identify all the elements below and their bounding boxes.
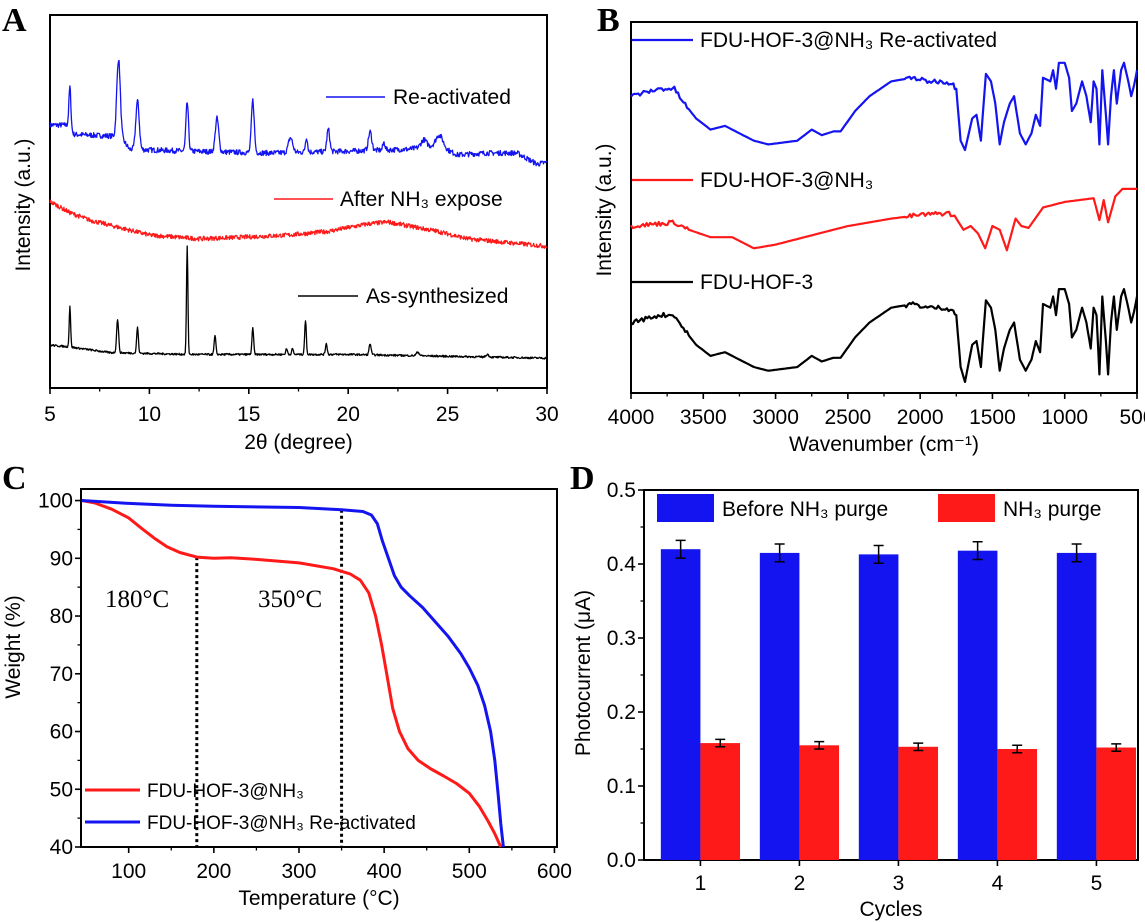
x-tick-label: 4: [992, 872, 1004, 895]
y-tick-label: 60: [50, 721, 73, 744]
x-tick-label: 100: [111, 860, 146, 883]
bar-before-purge-cycle-4: [957, 550, 998, 860]
x-tick-label: 20: [337, 403, 360, 426]
x-axis-title: Cycles: [859, 898, 922, 921]
series-line-1: [49, 59, 548, 167]
x-tick-label: 1: [695, 872, 707, 895]
bar-before-purge-cycle-2: [759, 552, 800, 860]
error-bar: [675, 539, 686, 559]
bar-before-purge-cycle-3: [858, 554, 899, 860]
legend-nh3-purge-swatch: [938, 494, 995, 522]
x-tick-label: 1000: [1041, 406, 1088, 429]
series-line-2: [49, 199, 548, 249]
x-tick-label: 5: [44, 403, 56, 426]
error-bar: [972, 541, 983, 561]
series-line-2: [630, 187, 1137, 252]
y-axis-title: Intensity (a.u.): [593, 143, 616, 276]
bar-nh3-purge-cycle-4: [997, 749, 1038, 860]
legend-after-nh3-label: After NH₃ expose: [340, 188, 503, 211]
plot-frame-b: [630, 21, 1138, 394]
x-axis-title: Temperature (°C): [238, 887, 399, 910]
legend-nh3-purge-label: NH₃ purge: [1003, 498, 1101, 521]
x-tick-label: 600: [537, 860, 572, 883]
x-tick-label: 1500: [969, 406, 1016, 429]
x-tick-label: 3500: [680, 406, 727, 429]
x-tick-label: 400: [367, 860, 402, 883]
y-tick-label: 90: [50, 547, 73, 570]
x-tick-label: 2000: [897, 406, 944, 429]
series-line-1: [81, 499, 503, 848]
x-tick-label: 500: [452, 860, 487, 883]
error-bar: [774, 543, 785, 563]
x-axis-title: 2θ (degree): [244, 431, 353, 454]
y-tick-label: 0.4: [607, 553, 637, 576]
x-tick-label: 3000: [752, 406, 799, 429]
x-tick-label: 10: [138, 403, 161, 426]
x-tick-label: 30: [535, 403, 558, 426]
error-bar: [913, 742, 924, 752]
y-tick-label: 0.3: [607, 627, 636, 650]
bar-nh3-purge-cycle-2: [799, 745, 840, 860]
legend-fdu-hof-3-nh3-label: FDU-HOF-3@NH₃: [147, 781, 304, 802]
x-tick-label: 5: [1091, 872, 1103, 895]
y-tick-label: 40: [50, 836, 73, 859]
x-axis-title: Wavenumber (cm⁻¹): [789, 433, 979, 456]
legend-re-activated-label: Re-activated: [393, 86, 511, 109]
x-tick-label: 2: [794, 872, 806, 895]
legend-before-purge-swatch: [657, 494, 714, 522]
error-bar: [715, 738, 726, 748]
annotation-350c: 350°C: [258, 586, 322, 613]
error-bar: [873, 544, 884, 565]
x-tick-label: 4000: [608, 406, 655, 429]
y-tick-label: 70: [50, 663, 73, 686]
legend-re-activated-label: FDU-HOF-3@NH₃ Re-activated: [700, 29, 997, 52]
bar-nh3-purge-cycle-3: [898, 746, 939, 860]
y-axis-title: Intensity (a.u.): [12, 138, 35, 271]
bar-before-purge-cycle-1: [660, 549, 701, 860]
x-tick-label: 200: [196, 860, 231, 883]
error-bar: [1071, 543, 1082, 563]
y-axis-title: Weight (%): [2, 595, 25, 698]
series-line-1: [630, 61, 1139, 152]
bar-before-purge-cycle-5: [1056, 552, 1097, 860]
x-tick-label: 300: [281, 860, 316, 883]
x-tick-label: 3: [893, 872, 905, 895]
y-tick-label: 50: [50, 778, 73, 801]
legend-re-activated-label: FDU-HOF-3@NH₃ Re-activated: [147, 813, 416, 834]
error-bar: [1111, 743, 1122, 752]
panel-letter-a: A: [2, 2, 27, 39]
legend-fdu-hof-3-label: FDU-HOF-3: [700, 271, 813, 294]
error-bar: [814, 740, 825, 750]
legend-before-purge-label: Before NH₃ purge: [722, 498, 888, 521]
y-tick-label: 100: [38, 490, 73, 513]
error-bar: [1012, 744, 1023, 754]
y-tick-label: 0.2: [607, 701, 636, 724]
x-tick-label: 15: [237, 403, 260, 426]
bar-nh3-purge-cycle-5: [1096, 747, 1137, 860]
y-axis-title: Photocurrent (μA): [572, 590, 595, 756]
plot-frame-c: [80, 488, 558, 848]
legend-as-synthesized-label: As-synthesized: [366, 285, 508, 308]
panel-letter-b: B: [597, 2, 620, 39]
y-tick-label: 80: [50, 605, 73, 628]
y-tick-label: 0.1: [607, 775, 636, 798]
panel-letter-c: C: [2, 460, 27, 497]
legend-fdu-hof-3-nh3-label: FDU-HOF-3@NH₃: [700, 169, 873, 192]
x-tick-label: 25: [436, 403, 459, 426]
series-line-2: [81, 499, 505, 848]
x-tick-label: 500: [1119, 406, 1145, 429]
series-line-3: [630, 288, 1139, 383]
series-line-3: [49, 245, 548, 360]
x-tick-label: 2500: [824, 406, 871, 429]
annotation-180c: 180°C: [105, 586, 169, 613]
y-tick-label: 0.5: [607, 479, 636, 502]
y-tick-label: 0.0: [607, 849, 636, 872]
bar-nh3-purge-cycle-1: [700, 743, 741, 860]
panel-letter-d: D: [570, 460, 595, 497]
